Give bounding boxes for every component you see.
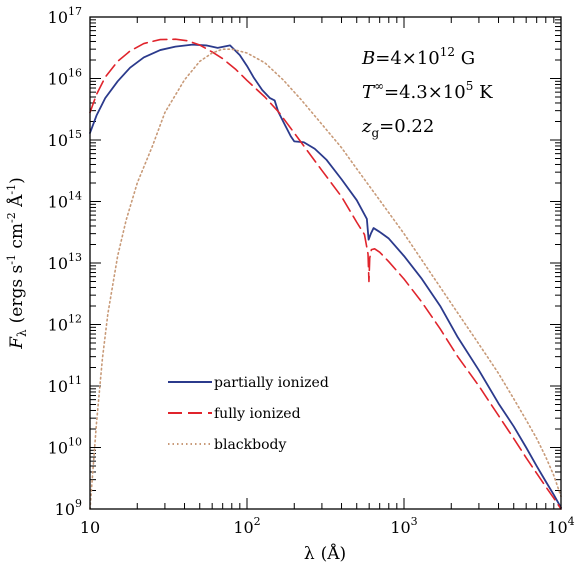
- annotation-temperature: T∞=4.3×105 K: [362, 79, 493, 103]
- series-line-fully-ionized: [89, 38, 562, 510]
- y-axis-label: Fλ(ergs s-1 cm-2 Å-1): [5, 177, 29, 350]
- series-line-partially-ionized: [89, 43, 562, 509]
- legend-label-blackbody: blackbody: [214, 437, 286, 453]
- x-tick-label: 102: [233, 515, 260, 537]
- legend-label-fully-ionized: fully ionized: [214, 406, 301, 422]
- tick-labels: 10 102 103 104 109 1010 1011 1012 1013 1014 1015 10…: [48, 5, 575, 537]
- x-tick-label: 103: [390, 515, 417, 537]
- x-tick-label: 104: [547, 515, 574, 537]
- annotation-redshift: zg=0.22: [361, 116, 434, 140]
- annotation-b-field: B=4×1012 G: [361, 45, 475, 69]
- plot-frame: [89, 16, 562, 510]
- y-tick-label: 1013: [48, 251, 82, 273]
- y-tick-label: 1015: [48, 128, 82, 150]
- legend-label-partially-ionized: partially ionized: [214, 375, 329, 391]
- y-tick-label: 109: [55, 497, 82, 519]
- x-axis-label: λ (Å): [304, 543, 346, 564]
- y-tick-label: 1014: [48, 190, 82, 212]
- axis-ticks: [89, 16, 562, 510]
- legend: partially ionized fully ionized blackbod…: [168, 375, 329, 453]
- series-line-blackbody: [89, 48, 562, 510]
- y-tick-label: 1010: [48, 436, 82, 458]
- y-tick-label: 1016: [48, 67, 82, 89]
- y-tick-label: 1017: [48, 5, 82, 27]
- y-tick-label: 1012: [48, 313, 82, 335]
- x-tick-label: 10: [80, 518, 100, 537]
- series-layer: [89, 38, 562, 510]
- y-tick-label: 1011: [48, 374, 82, 396]
